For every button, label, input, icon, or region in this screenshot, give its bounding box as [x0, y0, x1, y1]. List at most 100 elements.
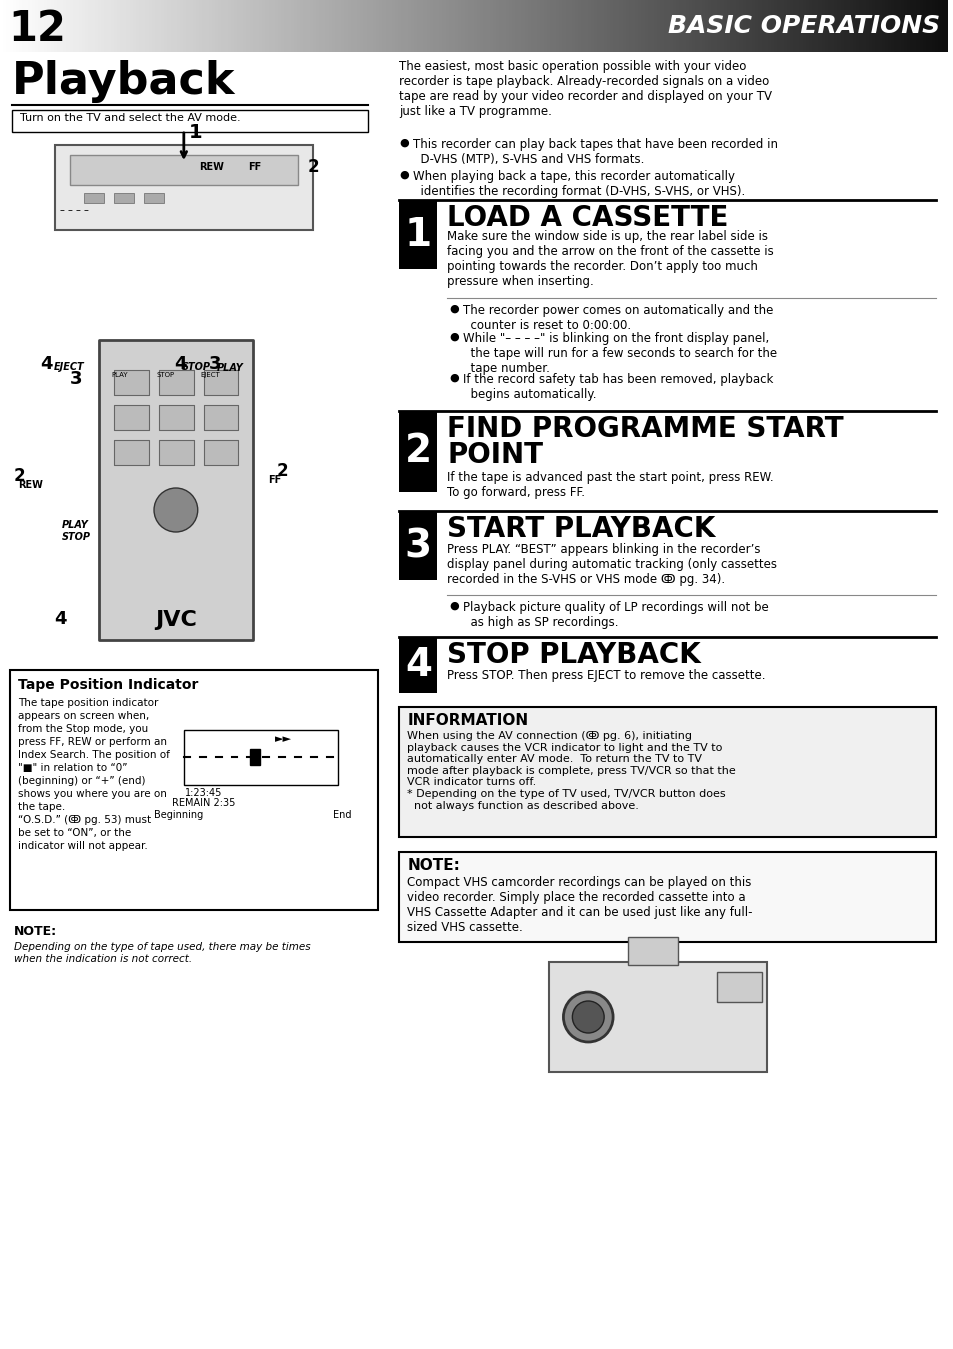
Bar [404, 0, 407, 53]
Bar [0, 0, 3, 53]
Bar [796, 0, 799, 53]
Bar [224, 0, 227, 53]
Bar [654, 0, 657, 53]
Bar [313, 0, 315, 53]
Bar [204, 370, 238, 395]
Bar [322, 0, 325, 53]
Text: NOTE:: NOTE: [407, 858, 459, 873]
Text: START PLAYBACK: START PLAYBACK [447, 515, 715, 544]
Bar [236, 0, 240, 53]
Bar [875, 0, 878, 53]
Bar [616, 0, 618, 53]
Bar [815, 0, 818, 53]
Bar [934, 0, 938, 53]
Bar [120, 0, 123, 53]
Bar [710, 0, 714, 53]
Bar [714, 0, 717, 53]
Bar [704, 0, 707, 53]
Bar [644, 0, 647, 53]
Text: ●: ● [449, 332, 458, 343]
Text: When using the AV connection (ↂ pg. 6), initiating
playback causes the VCR indic: When using the AV connection (ↂ pg. 6), … [407, 731, 736, 811]
Text: 3: 3 [70, 370, 82, 389]
Bar [811, 0, 815, 53]
Text: shows you where you are on: shows you where you are on [18, 789, 167, 799]
Bar [411, 0, 414, 53]
Bar [587, 0, 590, 53]
Bar [190, 0, 193, 53]
Bar [72, 0, 75, 53]
Text: LOAD A CASSETTE: LOAD A CASSETTE [447, 204, 728, 232]
Bar [941, 0, 943, 53]
Bar [159, 440, 193, 465]
Bar [534, 0, 537, 53]
Bar [34, 0, 38, 53]
Text: 12: 12 [8, 8, 66, 50]
Bar [243, 0, 246, 53]
Bar [878, 0, 881, 53]
Bar [606, 0, 609, 53]
Text: STOP: STOP [156, 372, 174, 378]
Bar [758, 0, 760, 53]
Text: ●: ● [399, 138, 409, 148]
Bar [135, 0, 139, 53]
Bar [527, 0, 530, 53]
Text: The easiest, most basic operation possible with your video
recorder is tape play: The easiest, most basic operation possib… [399, 59, 772, 117]
Bar [94, 0, 98, 53]
Bar [399, 707, 935, 836]
Bar [7, 0, 10, 53]
Text: (beginning) or “+” (end): (beginning) or “+” (end) [18, 776, 145, 786]
Text: STOP: STOP [62, 532, 91, 542]
Bar [149, 0, 152, 53]
Bar [676, 0, 679, 53]
Text: 2: 2 [404, 432, 432, 469]
Bar [176, 0, 180, 53]
Bar [549, 0, 553, 53]
Bar [846, 0, 849, 53]
Bar [154, 0, 158, 53]
Bar [786, 0, 789, 53]
Text: ●: ● [449, 602, 458, 611]
Bar [871, 0, 875, 53]
Text: FF: FF [268, 475, 281, 486]
Text: If the tape is advanced past the start point, press REW.
To go forward, press FF: If the tape is advanced past the start p… [447, 471, 773, 499]
Bar [12, 0, 16, 53]
Text: EJECT: EJECT [53, 362, 84, 372]
Bar [438, 0, 442, 53]
Text: REW: REW [198, 162, 223, 173]
Bar [79, 0, 82, 53]
Text: INFORMATION: INFORMATION [407, 714, 528, 728]
Text: – – – –: – – – – [59, 205, 89, 214]
Bar [640, 0, 644, 53]
Bar [893, 0, 897, 53]
Bar [291, 0, 294, 53]
Text: FIND PROGRAMME START: FIND PROGRAMME START [447, 415, 842, 442]
Bar [262, 0, 265, 53]
Bar [548, 962, 766, 1072]
Bar [464, 0, 467, 53]
Text: PLAY: PLAY [216, 363, 243, 374]
Bar [246, 0, 250, 53]
Bar [399, 853, 935, 942]
Bar [199, 0, 202, 53]
Text: Turn on the TV and select the AV mode.: Turn on the TV and select the AV mode. [20, 113, 240, 123]
Bar [748, 0, 751, 53]
Bar [10, 0, 12, 53]
Bar [204, 405, 238, 430]
Bar [388, 0, 392, 53]
Bar [231, 0, 233, 53]
Bar [399, 638, 436, 693]
Bar [556, 0, 558, 53]
Bar [436, 0, 438, 53]
Bar [287, 0, 291, 53]
Bar [274, 0, 277, 53]
Bar [666, 0, 669, 53]
Bar [720, 0, 723, 53]
Text: When playing back a tape, this recorder automatically
  identifies the recording: When playing back a tape, this recorder … [413, 170, 745, 198]
Bar [373, 0, 375, 53]
Bar [631, 0, 635, 53]
Bar [897, 0, 900, 53]
Bar [673, 0, 676, 53]
Bar [63, 0, 67, 53]
Bar [10, 670, 377, 911]
Bar [830, 0, 833, 53]
